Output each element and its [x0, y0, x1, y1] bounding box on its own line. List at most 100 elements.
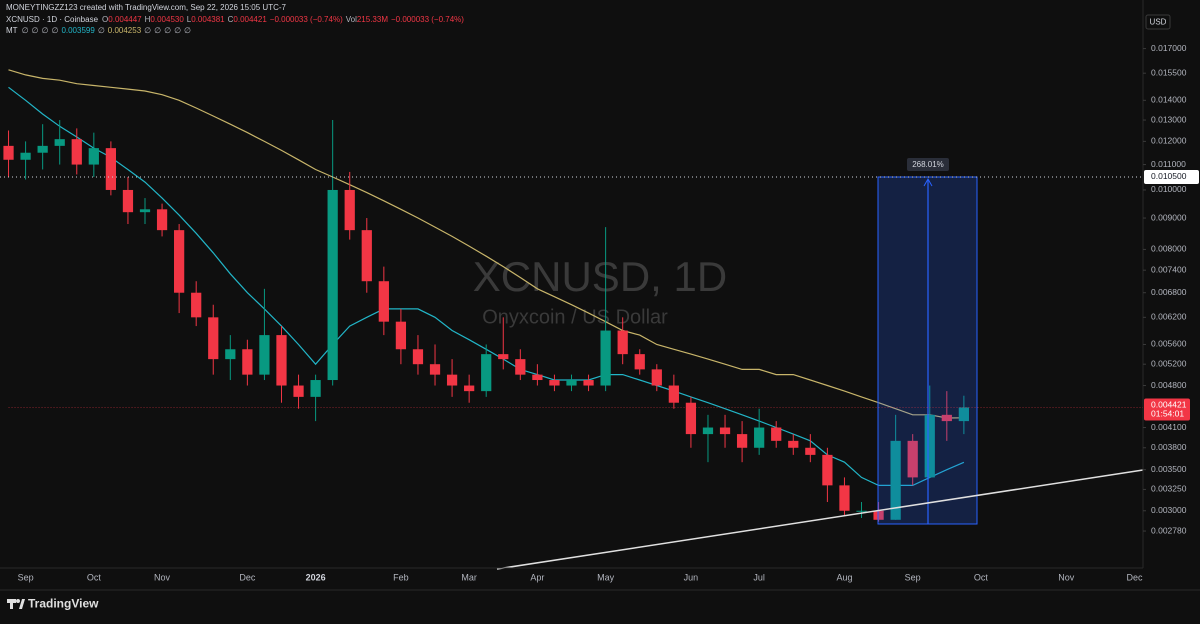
- logo-part: [10, 599, 13, 609]
- legend-text: ∅: [51, 26, 58, 35]
- candle-body: [327, 189, 338, 381]
- logo-part: [16, 599, 20, 603]
- x-tick-label: Feb: [393, 572, 409, 582]
- candle-body: [293, 385, 304, 397]
- candle-body: [481, 354, 492, 392]
- legend-text: L: [187, 15, 192, 24]
- candle-body: [702, 427, 714, 435]
- y-tick-label: 0.004800: [1151, 380, 1187, 390]
- measure-arrowhead: [923, 177, 933, 187]
- candle-body: [242, 349, 253, 375]
- y-tick-label: 0.017000: [1151, 43, 1187, 53]
- candle-body: [88, 148, 99, 165]
- candle-body: [208, 317, 219, 360]
- candle-body: [873, 510, 884, 520]
- y-tick-label: 0.013000: [1151, 114, 1187, 124]
- candle-body: [429, 364, 441, 375]
- legend-text: 215.33M: [357, 15, 388, 24]
- candle-body: [907, 440, 918, 478]
- candle-body: [37, 145, 48, 153]
- candle-body: [941, 414, 952, 422]
- legend-text: XCNUSD · 1D · Coinbase: [6, 15, 99, 24]
- candle-body: [20, 152, 31, 160]
- legend-text: −0.000033 (−0.74%): [391, 15, 464, 24]
- candle-body: [344, 189, 355, 231]
- candle-body: [464, 385, 475, 392]
- legend-text: ∅: [154, 26, 161, 35]
- y-tick-label: 0.005600: [1151, 339, 1187, 349]
- candle-body: [634, 354, 645, 370]
- legend-text: −0.000033 (−0.74%): [270, 15, 343, 24]
- candle-body: [600, 330, 611, 386]
- author-line: MONEYTINGZZ123 created with TradingView.…: [6, 3, 287, 12]
- candle-body: [958, 407, 969, 422]
- watermark-description: Onyxcoin / US Dollar: [482, 306, 668, 328]
- y-tick-label: 0.003800: [1151, 442, 1187, 452]
- legend-text: 0.004447: [108, 15, 142, 24]
- candle-body: [890, 440, 901, 520]
- candle-body: [736, 434, 748, 448]
- brand: TradingView: [28, 597, 99, 611]
- legend-text: ∅: [22, 26, 29, 35]
- y-tick-label: 0.006200: [1151, 312, 1187, 322]
- candle-body: [259, 335, 270, 375]
- y-tick-label: 0.014000: [1151, 95, 1187, 105]
- candle-body: [378, 281, 389, 322]
- candle-body: [549, 380, 560, 386]
- logo-part: [19, 599, 25, 609]
- candle-body: [191, 292, 202, 318]
- y-tick-label: 0.002780: [1151, 525, 1187, 535]
- y-tick-label: 0.006800: [1151, 287, 1187, 297]
- candle-body: [446, 374, 458, 386]
- legend-text: 0.004253: [108, 26, 142, 35]
- y-tick-label: 0.003000: [1151, 505, 1187, 515]
- candle-body: [856, 510, 867, 512]
- legend-text: ∅: [164, 26, 171, 35]
- y-tick-label: 0.012000: [1151, 136, 1187, 146]
- candle-body: [788, 440, 799, 448]
- candle-body: [685, 402, 697, 435]
- x-tick-label: Sep: [18, 572, 34, 582]
- legend-text: MT: [6, 26, 18, 35]
- countdown-label: 01:54:01: [1151, 409, 1184, 419]
- brand-logo: [7, 599, 25, 609]
- x-tick-label: Sep: [905, 572, 921, 582]
- x-tick-label: Mar: [461, 572, 477, 582]
- y-tick-label: 0.007400: [1151, 264, 1187, 274]
- candle-body: [71, 139, 82, 165]
- plot-area: [3, 69, 969, 522]
- candle-body: [361, 230, 372, 282]
- candle-body: [174, 230, 185, 293]
- candle-body: [771, 427, 782, 441]
- legend-text: O: [102, 15, 108, 24]
- candle-body: [412, 349, 424, 365]
- candle-body: [122, 189, 134, 213]
- x-tick-label: Jul: [753, 572, 765, 582]
- currency-button[interactable]: [1145, 14, 1171, 30]
- currency-label: USD: [1150, 18, 1167, 27]
- candle-body: [156, 209, 168, 231]
- x-tick-label: May: [597, 572, 615, 582]
- y-tick-label: 0.005200: [1151, 358, 1187, 368]
- candle-body: [822, 454, 833, 486]
- y-tick-label: 0.010000: [1151, 184, 1187, 194]
- candle-body: [395, 321, 407, 350]
- y-tick-label: 0.011000: [1151, 159, 1186, 169]
- x-tick-label: 2026: [306, 572, 326, 582]
- legend-text: ∅: [32, 26, 39, 35]
- legend-text: 0.004381: [191, 15, 225, 24]
- x-tick-label: Dec: [1126, 572, 1143, 582]
- y-tick-label: 0.003250: [1151, 484, 1187, 494]
- level-label-box: [1144, 169, 1199, 184]
- legend-text: ∅: [42, 26, 49, 35]
- candle-body: [310, 380, 321, 397]
- y-tick-label: 0.004100: [1151, 422, 1187, 432]
- candle-body: [617, 330, 628, 355]
- legend-text: ∅: [144, 26, 151, 35]
- legend-text: Vol: [346, 15, 357, 24]
- candle-body: [719, 427, 731, 435]
- candle-body: [105, 148, 117, 190]
- candle-body: [566, 380, 577, 386]
